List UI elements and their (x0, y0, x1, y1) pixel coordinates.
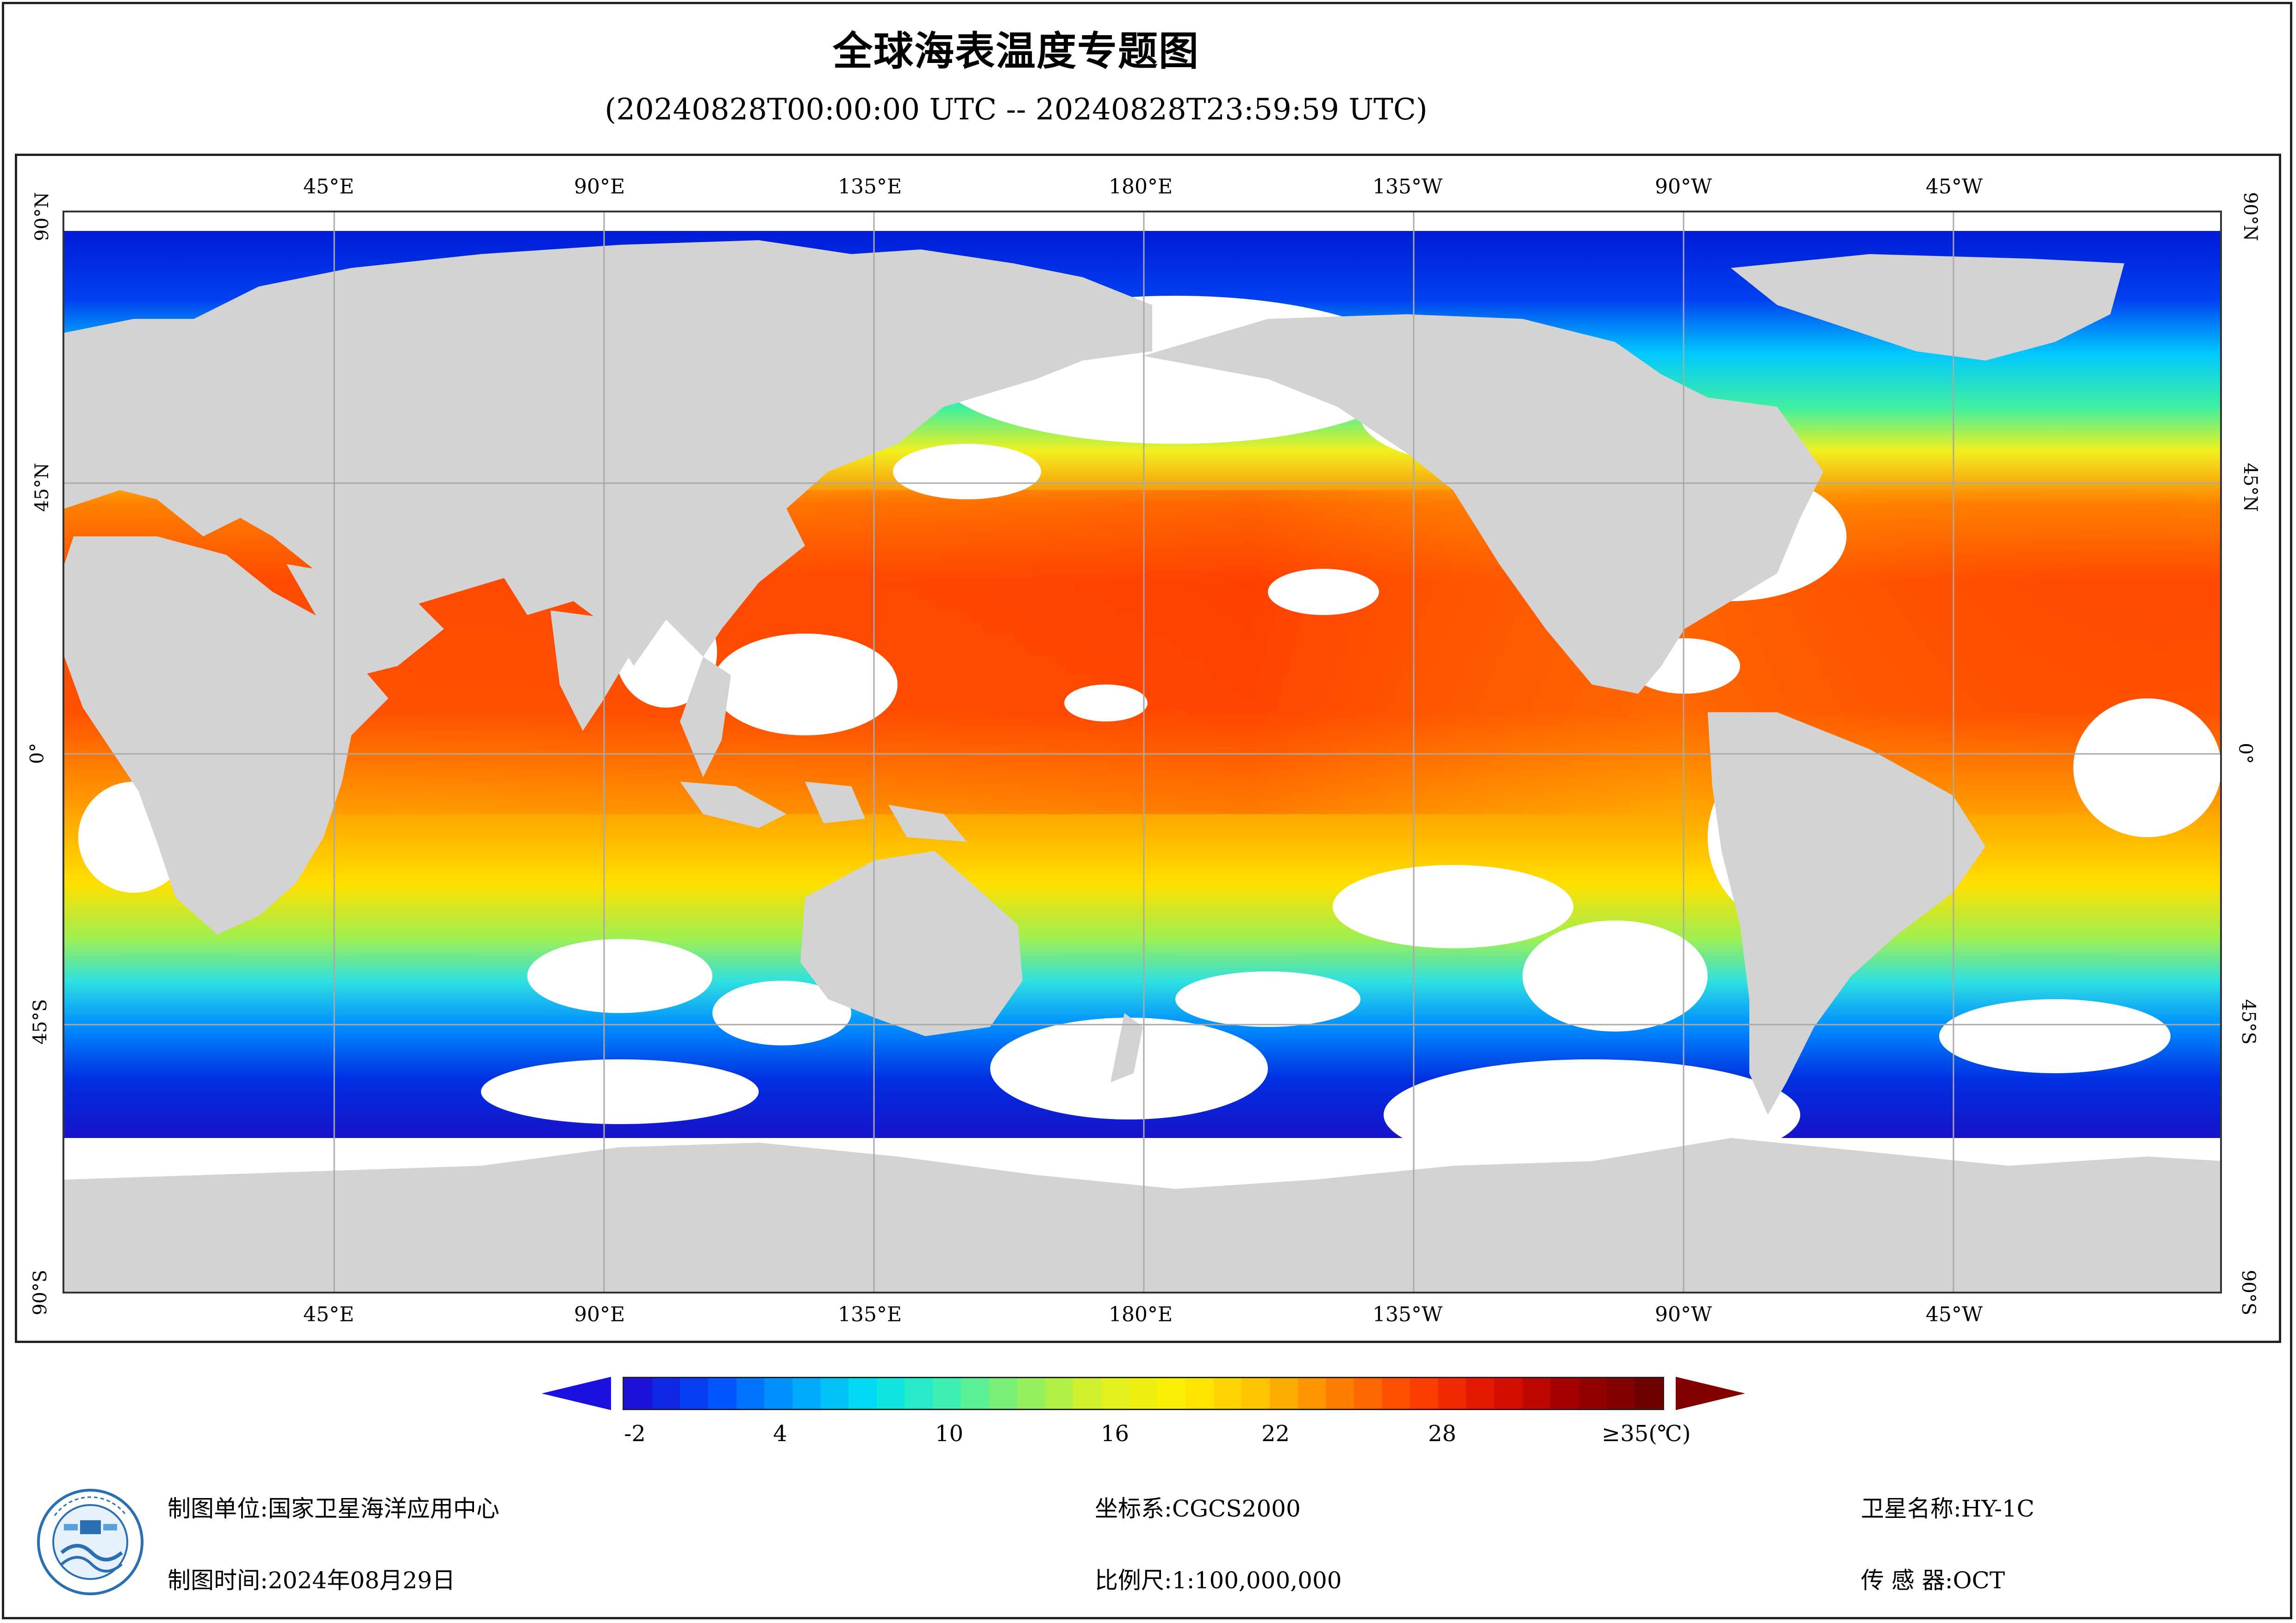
colorbar-cell (1298, 1378, 1327, 1409)
greenland-land (1731, 254, 2124, 361)
colorbar-cell (1578, 1378, 1607, 1409)
colorbar-cell (820, 1378, 849, 1409)
colorbar-cell (1438, 1378, 1467, 1409)
new-zealand-land (1111, 1013, 1143, 1082)
lon-label-bottom: 45°E (303, 1303, 355, 1326)
colorbar-max-arrow-icon (1676, 1377, 1745, 1410)
south-america-land (1708, 712, 1985, 1115)
colorbar-cell (1101, 1378, 1130, 1409)
colorbar-cell (989, 1378, 1018, 1409)
north-america-land (1143, 314, 1823, 694)
colorbar-min-arrow-icon (542, 1377, 611, 1410)
colorbar-cell (1242, 1378, 1271, 1409)
colorbar-cell (933, 1378, 961, 1409)
colorbar-cell (1410, 1378, 1439, 1409)
lat-label-right: 45°S (2238, 999, 2259, 1045)
lat-label-left: 90°S (30, 1269, 51, 1316)
colorbar-cell (1185, 1378, 1214, 1409)
lon-label-bottom: 90°W (1655, 1303, 1712, 1326)
land-areas (64, 240, 2220, 1292)
australia-land (800, 851, 1023, 1036)
colorbar-tick-label: 28 (1428, 1421, 1457, 1447)
colorbar-tick-label: 22 (1261, 1421, 1290, 1447)
colorbar-tick-label: 4 (773, 1421, 787, 1447)
lon-label-top: 45°E (303, 175, 355, 199)
arabia-land (287, 564, 444, 675)
footer-sensor: 传 感 器:OCT (1861, 1567, 2005, 1594)
footer-crs: 坐标系:CGCS2000 (1095, 1495, 1301, 1522)
colorbar-cell (1606, 1378, 1635, 1409)
graticule (64, 212, 2220, 1292)
colorbar-tick-label: -2 (624, 1421, 646, 1447)
footer-satellite: 卫星名称:HY-1C (1861, 1495, 2034, 1522)
colorbar-cell (708, 1378, 737, 1409)
lon-label-top: 135°W (1373, 175, 1443, 199)
colorbar (623, 1377, 1664, 1410)
colorbar-cell (680, 1378, 709, 1409)
colorbar-cell (1354, 1378, 1383, 1409)
colorbar-cell (1157, 1378, 1186, 1409)
lon-label-bottom: 90°E (574, 1303, 625, 1326)
lon-label-bottom: 45°W (1926, 1303, 1983, 1326)
colorbar-cell (736, 1378, 765, 1409)
lat-label-right: 45°N (2239, 463, 2261, 512)
lat-label-right: 90°S (2238, 1269, 2259, 1316)
lon-label-bottom: 135°W (1373, 1303, 1443, 1326)
footer-time: 制图时间:2024年08月29日 (168, 1567, 455, 1594)
colorbar-cell (652, 1378, 681, 1409)
page-title: 全球海表温度专题图 (833, 28, 1199, 75)
colorbar-cell (905, 1378, 934, 1409)
india-land (550, 610, 629, 731)
lon-label-top: 45°W (1926, 175, 1983, 199)
indonesia-land (680, 782, 786, 828)
colorbar-tick-label: ≥35(℃) (1602, 1421, 1691, 1447)
lat-label-left: 0° (26, 743, 48, 764)
footer-unit: 制图单位:国家卫星海洋应用中心 (168, 1495, 499, 1522)
colorbar-cell (876, 1378, 905, 1409)
colorbar-tick-label: 16 (1101, 1421, 1129, 1447)
colorbar-cell (1017, 1378, 1046, 1409)
eurasia-land (64, 240, 1152, 666)
se-asia-land (680, 657, 731, 777)
colorbar-cell (1635, 1378, 1664, 1409)
colorbar-cell (764, 1378, 793, 1409)
lat-label-left: 45°S (30, 999, 51, 1045)
page-subtitle: (20240828T00:00:00 UTC -- 20240828T23:59… (605, 93, 1428, 127)
africa-land (64, 536, 388, 934)
colorbar-cell (849, 1378, 877, 1409)
footer-scale: 比例尺:1:100,000,000 (1095, 1567, 1342, 1594)
sst-map[interactable] (62, 211, 2222, 1293)
lon-label-top: 180°E (1109, 175, 1173, 199)
colorbar-cell (1213, 1378, 1242, 1409)
lon-label-bottom: 135°E (838, 1303, 902, 1326)
colorbar-cell (1494, 1378, 1523, 1409)
antarctica-land (64, 1138, 2220, 1292)
colorbar-arrows (542, 1377, 1745, 1410)
colorbar-cell (1466, 1378, 1495, 1409)
lon-label-top: 90°W (1655, 175, 1712, 199)
colorbar-cell (1073, 1378, 1102, 1409)
lat-label-left: 90°N (31, 192, 53, 241)
lon-label-bottom: 180°E (1109, 1303, 1173, 1326)
colorbar-cell (1129, 1378, 1158, 1409)
map-frame (15, 154, 2281, 1343)
colorbar-cell (1269, 1378, 1298, 1409)
lat-label-right: 0° (2234, 743, 2256, 764)
colorbar-cell (1522, 1378, 1551, 1409)
colorbar-cell (1045, 1378, 1074, 1409)
colorbar-tick-label: 10 (935, 1421, 964, 1447)
sst-map-svg (64, 212, 2220, 1292)
lat-label-left: 45°N (31, 463, 53, 512)
colorbar-cell (792, 1378, 821, 1409)
colorbar-cell (1382, 1378, 1411, 1409)
colorbar-cell (1326, 1378, 1354, 1409)
lat-label-right: 90°N (2239, 192, 2261, 241)
nsoas-logo-icon (37, 1489, 144, 1595)
lon-label-top: 135°E (838, 175, 902, 199)
colorbar-cell (961, 1378, 990, 1409)
colorbar-cell (624, 1378, 653, 1409)
lon-label-top: 90°E (574, 175, 625, 199)
colorbar-cell (1550, 1378, 1579, 1409)
